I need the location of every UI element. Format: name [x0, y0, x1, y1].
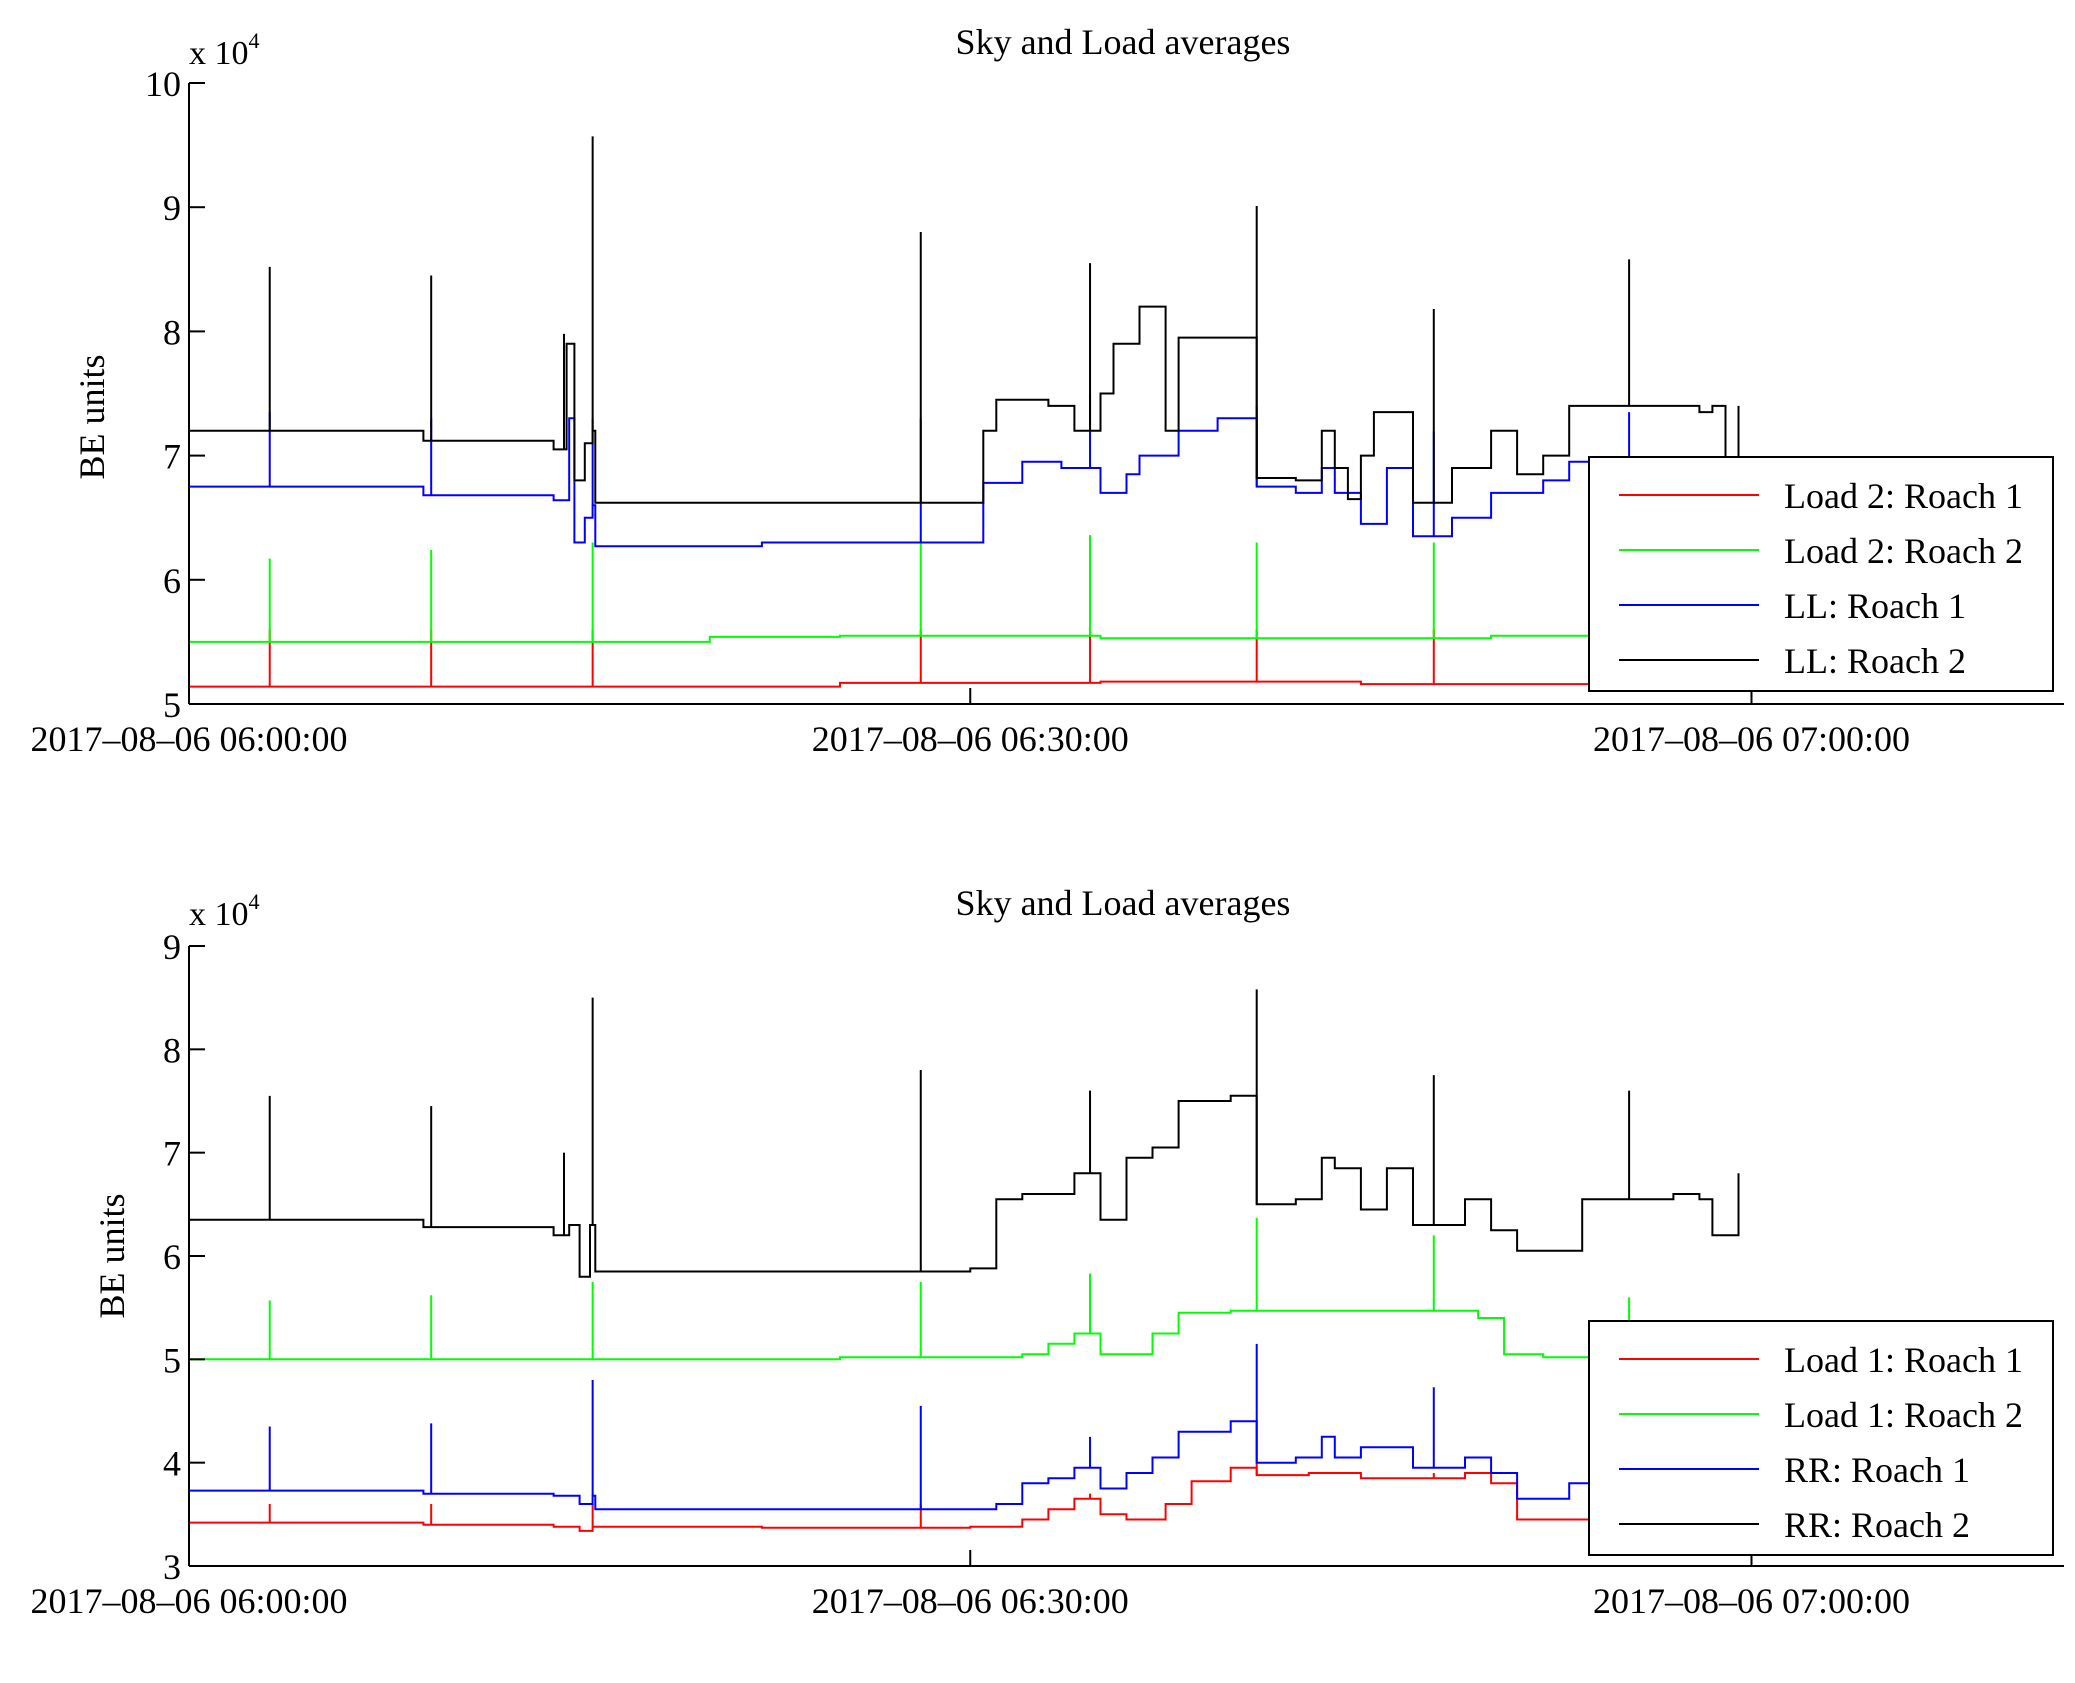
y-tick-label: 9: [163, 927, 181, 967]
y-tick-label: 7: [163, 437, 181, 477]
series-line: [189, 1309, 1739, 1361]
plot-area: 3 4 5 6 7 8 9 2017–08–06 06:00:00 2017–08–06 06:…: [30, 927, 2064, 1621]
y-tick-label: 5: [163, 685, 181, 725]
y-exponent-label: x 104: [189, 28, 260, 72]
y-tick-label: 4: [163, 1444, 181, 1484]
x-tick-label: 2017–08–06 06:30:00: [812, 1581, 1129, 1621]
series-line: [189, 1420, 1739, 1511]
legend: Load 2: Roach 1 Load 2: Roach 2 LL: Roach …: [1588, 456, 2054, 692]
y-tick-label: 7: [163, 1134, 181, 1174]
x-tick-label: 2017–08–06 07:00:00: [1593, 1581, 1910, 1621]
y-tick-label: 10: [145, 64, 181, 104]
y-tick-label: 8: [163, 312, 181, 352]
series-line: [189, 1466, 1739, 1532]
y-tick-label: 3: [163, 1547, 181, 1587]
x-tick-label: 2017–08–06 07:00:00: [1593, 719, 1910, 759]
series-line: [189, 1094, 1740, 1278]
y-tick-label: 6: [163, 561, 181, 601]
legend-entry: LL: Roach 1: [1784, 586, 1966, 626]
y-exponent-label: x 104: [189, 889, 260, 933]
legend-entry: Load 2: Roach 1: [1784, 476, 2023, 516]
chart-title: Sky and Load averages: [956, 22, 1291, 62]
legend-entry: Load 2: Roach 2: [1784, 531, 2023, 571]
y-tick-label: 9: [163, 188, 181, 228]
legend-entry: RR: Roach 1: [1784, 1450, 1970, 1490]
series-rr-roach-2: [189, 989, 1740, 1278]
plot-area: 5 6 7 8 9 10 2017–08–06 06:00:00 2017–08–06 06:…: [30, 64, 2064, 759]
y-axis-label: BE units: [72, 354, 112, 479]
series-load-1-roach-2: [189, 1217, 1739, 1361]
x-tick-label: 2017–08–06 06:00:00: [30, 719, 347, 759]
legend-entry: LL: Roach 2: [1784, 641, 1966, 681]
x-tick-label: 2017–08–06 06:30:00: [812, 719, 1129, 759]
series-line: [189, 417, 1739, 548]
y-tick-label: 6: [163, 1237, 181, 1277]
y-axis-label: BE units: [92, 1193, 132, 1318]
legend-entry: Load 1: Roach 2: [1784, 1395, 2023, 1435]
legend: Load 1: Roach 1 Load 1: Roach 2 RR: Roach …: [1588, 1320, 2054, 1556]
series-line: [189, 633, 1739, 643]
series-rr-roach-1: [189, 1343, 1739, 1511]
y-tick-label: 8: [163, 1030, 181, 1070]
legend-entry: Load 1: Roach 1: [1784, 1340, 2023, 1380]
top-chart-panel: Sky and Load averages BE units x 104 5 6 7…: [30, 22, 2064, 759]
legend-entry: RR: Roach 2: [1784, 1505, 1970, 1545]
series-ll-roach-2: [189, 136, 1740, 504]
y-tick-label: 5: [163, 1340, 181, 1380]
series-line: [189, 305, 1740, 504]
x-tick-label: 2017–08–06 06:00:00: [30, 1581, 347, 1621]
chart-title: Sky and Load averages: [956, 883, 1291, 923]
bottom-chart-panel: Sky and Load averages BE units x 104 3 4 5…: [30, 883, 2064, 1621]
